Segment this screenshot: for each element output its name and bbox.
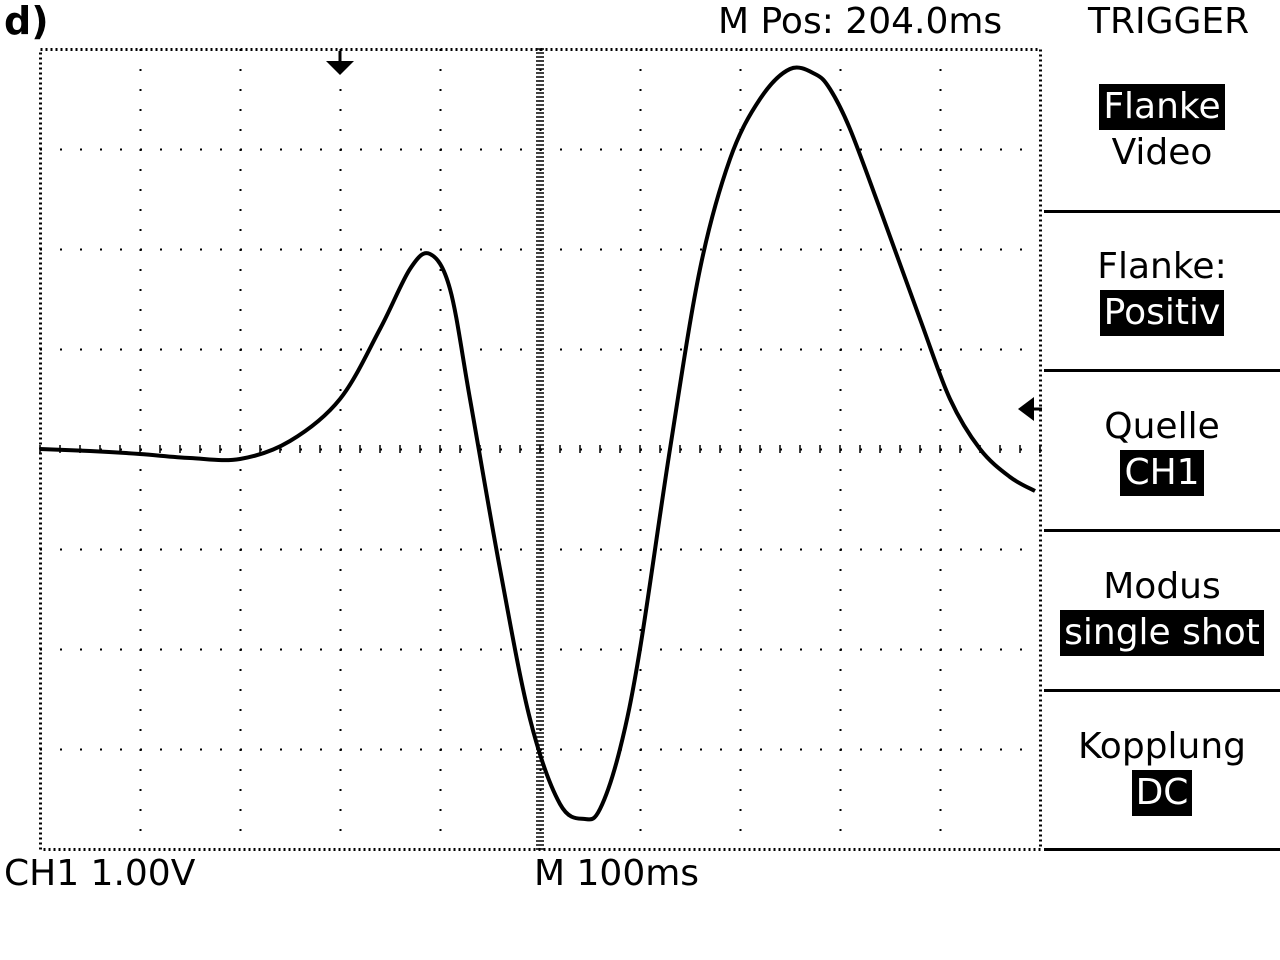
menu-item-modus[interactable]: Modus single shot — [1044, 530, 1280, 690]
menu-item-flanke[interactable]: Flanke Video — [1044, 50, 1280, 210]
trigger-position-arrowhead — [326, 61, 354, 75]
menu-item-value: Video — [1111, 132, 1213, 173]
ch1-scale-readout: CH1 1.00V — [4, 853, 196, 894]
menu-item-kopplung[interactable]: Kopplung DC — [1044, 690, 1280, 850]
graticule-center-ticks — [39, 48, 1041, 850]
menu-item-label: Kopplung — [1077, 726, 1247, 767]
menu-divider — [1044, 848, 1280, 851]
menu-item-value: CH1 — [1120, 450, 1204, 496]
trigger-level-arrowhead — [1018, 397, 1034, 421]
menu-divider — [1044, 210, 1280, 213]
menu-item-label: Flanke: — [1097, 246, 1227, 287]
menu-divider — [1044, 689, 1280, 692]
trigger-position-marker — [326, 51, 354, 75]
menu-item-label: Flanke — [1099, 84, 1225, 130]
trigger-level-marker — [1018, 397, 1042, 421]
panel-label: d) — [4, 0, 49, 43]
menu-item-value: single shot — [1060, 610, 1264, 656]
menu-divider — [1044, 369, 1280, 372]
menu-divider — [1044, 529, 1280, 532]
menu-item-label: Modus — [1103, 566, 1221, 607]
menu-item-value: DC — [1131, 770, 1193, 816]
timebase-readout: M 100ms — [534, 853, 700, 894]
menu-item-label: Quelle — [1104, 406, 1220, 447]
menu-title: TRIGGER — [1088, 1, 1250, 42]
menu-item-value: Positiv — [1099, 290, 1225, 336]
waveform-trace — [39, 65, 1036, 822]
menu-item-flanke[interactable]: Flanke: Positiv — [1044, 210, 1280, 370]
m-pos-readout: M Pos: 204.0ms — [718, 1, 1003, 42]
menu-item-quelle[interactable]: Quelle CH1 — [1044, 370, 1280, 530]
